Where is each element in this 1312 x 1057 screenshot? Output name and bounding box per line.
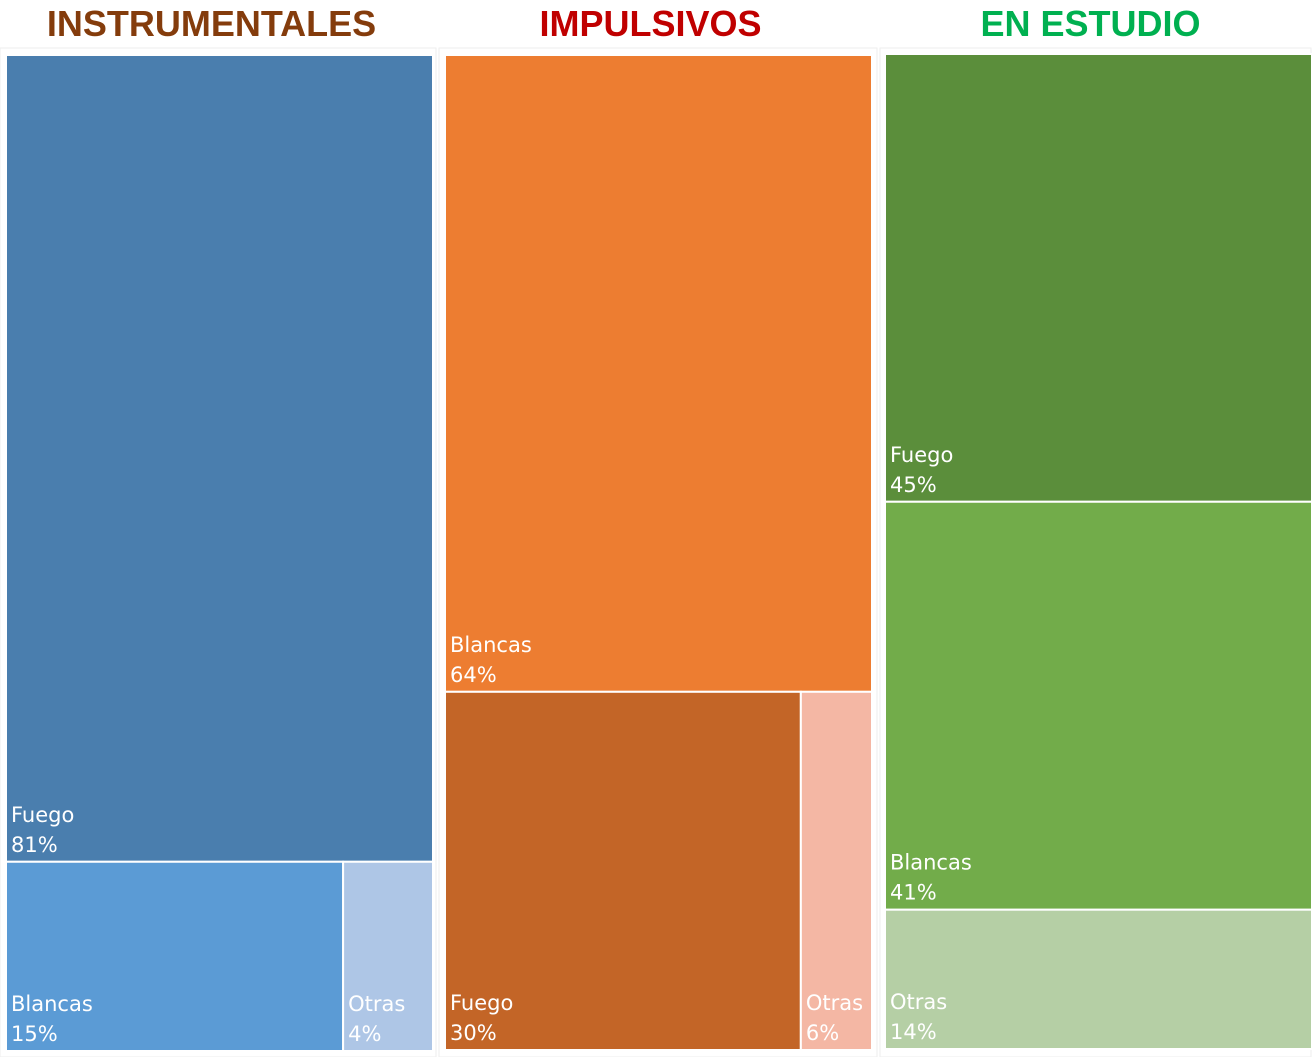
chart-title: IMPULSIVOS	[539, 3, 761, 44]
cell-name: Blancas	[450, 633, 532, 657]
cell-name: Fuego	[11, 803, 74, 827]
cell-value: 14%	[890, 1020, 937, 1044]
panel-frame	[438, 47, 878, 1057]
cell-name: Otras	[890, 990, 947, 1014]
cell-value: 81%	[11, 833, 58, 857]
cell-value: 30%	[450, 1021, 497, 1045]
treemap-cell	[5, 54, 434, 863]
treemap-cell	[444, 54, 873, 693]
cell-name: Otras	[806, 991, 863, 1015]
treemap-cell	[884, 53, 1312, 503]
cell-name: Blancas	[11, 992, 93, 1016]
cell-value: 45%	[890, 473, 937, 497]
treemap-cell	[884, 908, 1312, 1051]
cell-name: Blancas	[890, 851, 972, 875]
treemap-cell	[884, 500, 1312, 911]
treemap-cell	[342, 860, 434, 1053]
treemap-cell	[5, 860, 345, 1053]
cell-value: 4%	[348, 1022, 381, 1046]
cell-value: 64%	[450, 663, 497, 687]
chart-title: EN ESTUDIO	[980, 3, 1200, 44]
cell-value: 41%	[890, 881, 937, 905]
cell-name: Fuego	[890, 443, 953, 467]
panel-frame	[0, 47, 437, 1057]
cell-value: 6%	[806, 1021, 839, 1045]
cell-name: Otras	[348, 992, 405, 1016]
chart-title: INSTRUMENTALES	[47, 3, 376, 44]
cell-value: 15%	[11, 1022, 58, 1046]
treemap-cell	[799, 690, 873, 1051]
treemap-cell	[444, 690, 802, 1051]
cell-name: Fuego	[450, 991, 513, 1015]
